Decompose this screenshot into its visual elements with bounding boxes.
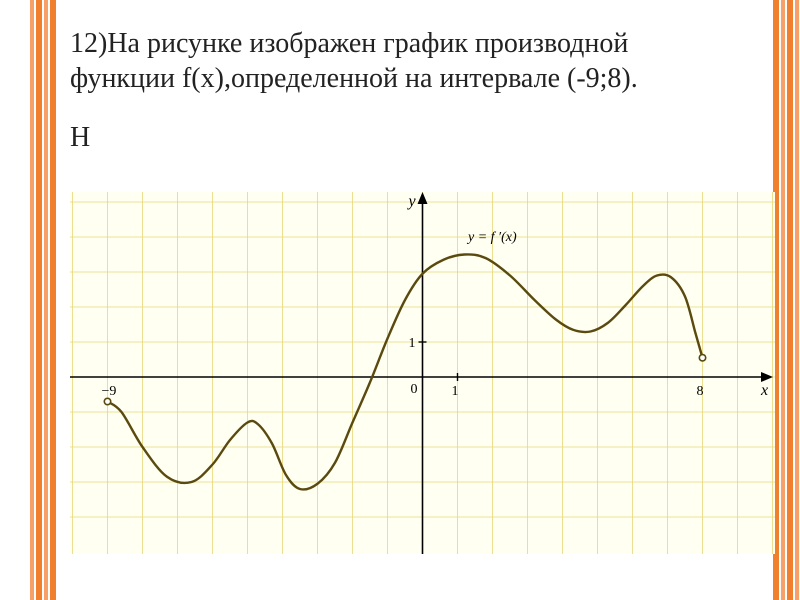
svg-text:−9: −9 (102, 384, 117, 399)
slide: 12)На рисунке изображен график производн… (0, 0, 800, 600)
svg-text:y = f ′(x): y = f ′(x) (466, 230, 517, 245)
text-line-3: Н (70, 120, 770, 155)
chart-svg: y x 0 −9 1 8 1 y = f ′(x) (70, 192, 775, 554)
svg-text:1: 1 (409, 336, 416, 351)
text-line-2: функции f(x),определенной на интервале (… (70, 61, 770, 96)
problem-text: 12)На рисунке изображен график производн… (70, 26, 770, 214)
decorative-stripes-right (773, 0, 800, 600)
svg-text:x: x (760, 382, 768, 399)
derivative-chart: y x 0 −9 1 8 1 y = f ′(x) (70, 192, 775, 554)
svg-text:y: y (407, 193, 417, 210)
svg-text:8: 8 (697, 384, 704, 399)
text-line-1: 12)На рисунке изображен график производн… (70, 26, 770, 61)
decorative-stripes-left (30, 0, 58, 600)
svg-text:0: 0 (411, 382, 418, 397)
svg-text:1: 1 (452, 384, 459, 399)
